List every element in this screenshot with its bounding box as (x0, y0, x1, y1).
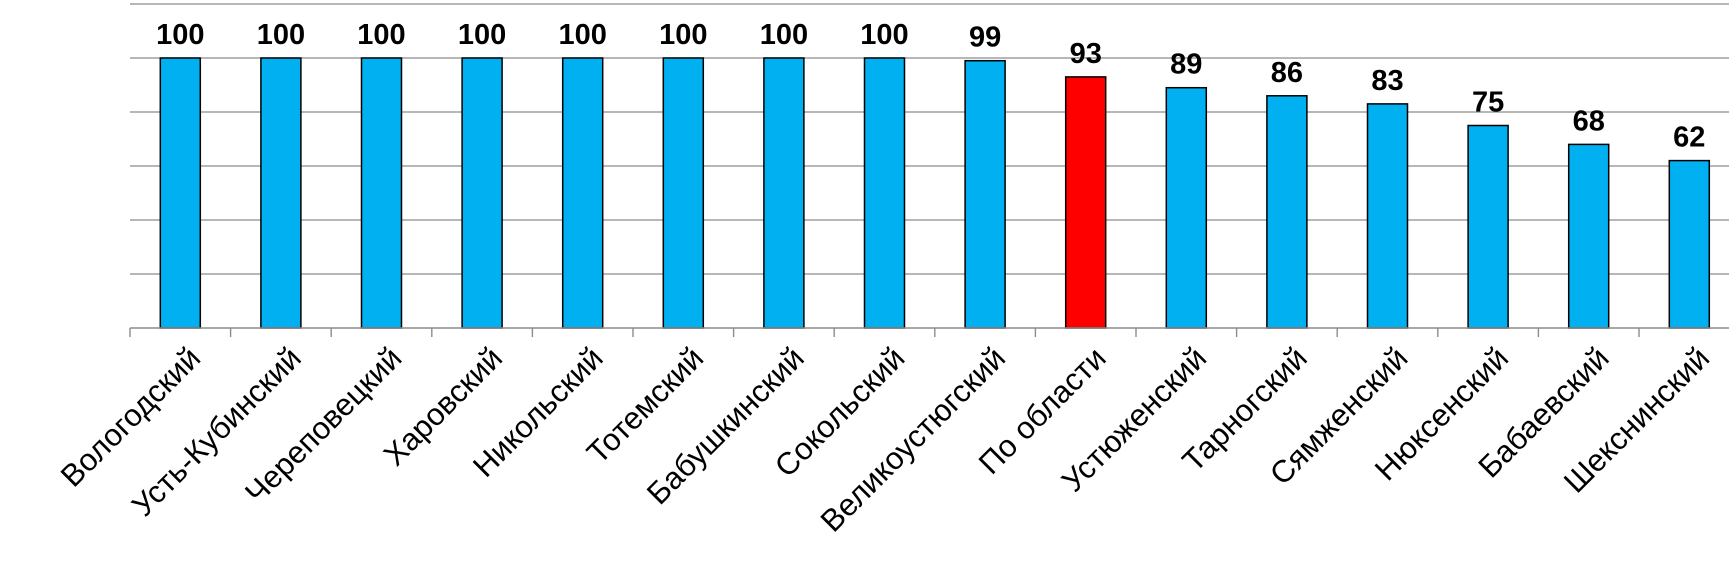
data-label: 100 (357, 19, 405, 51)
bar (561, 57, 604, 329)
bar (159, 57, 202, 329)
data-label: 100 (860, 19, 908, 51)
data-label: 75 (1472, 87, 1504, 119)
data-label: 68 (1573, 105, 1605, 137)
bar (1567, 143, 1610, 329)
bar (662, 57, 705, 329)
bar (360, 57, 403, 329)
data-label: 86 (1271, 57, 1303, 89)
data-label: 93 (1070, 38, 1102, 70)
data-label: 100 (458, 19, 506, 51)
bar (461, 57, 503, 329)
data-label: 100 (156, 19, 204, 51)
bar (1165, 86, 1208, 329)
bars (159, 57, 1711, 329)
bar (260, 57, 302, 329)
data-label: 99 (969, 22, 1001, 54)
data-label: 100 (760, 19, 808, 51)
data-label: 89 (1170, 49, 1202, 81)
bar (763, 57, 805, 329)
category-labels: ВологодскийУсть-КубинскийЧереповецкийХар… (54, 340, 1716, 538)
x-axis (129, 327, 1729, 337)
data-label: 62 (1673, 122, 1705, 154)
category-label: Усть-Кубинский (125, 340, 308, 523)
bar (964, 59, 1006, 329)
bar (1366, 103, 1409, 329)
category-label: Великоустюгский (814, 340, 1012, 538)
bar (1668, 159, 1711, 329)
bar (1064, 76, 1107, 329)
bar (1467, 124, 1509, 329)
data-label: 83 (1371, 65, 1403, 97)
data-label: 100 (559, 19, 607, 51)
data-label: 100 (659, 19, 707, 51)
bar (1266, 95, 1308, 329)
data-labels: 100 100 100 100 100 100 100 100 99 93 89 86 83 75 68 62 (156, 19, 1705, 154)
data-label: 100 (257, 19, 305, 51)
bar (863, 57, 906, 329)
